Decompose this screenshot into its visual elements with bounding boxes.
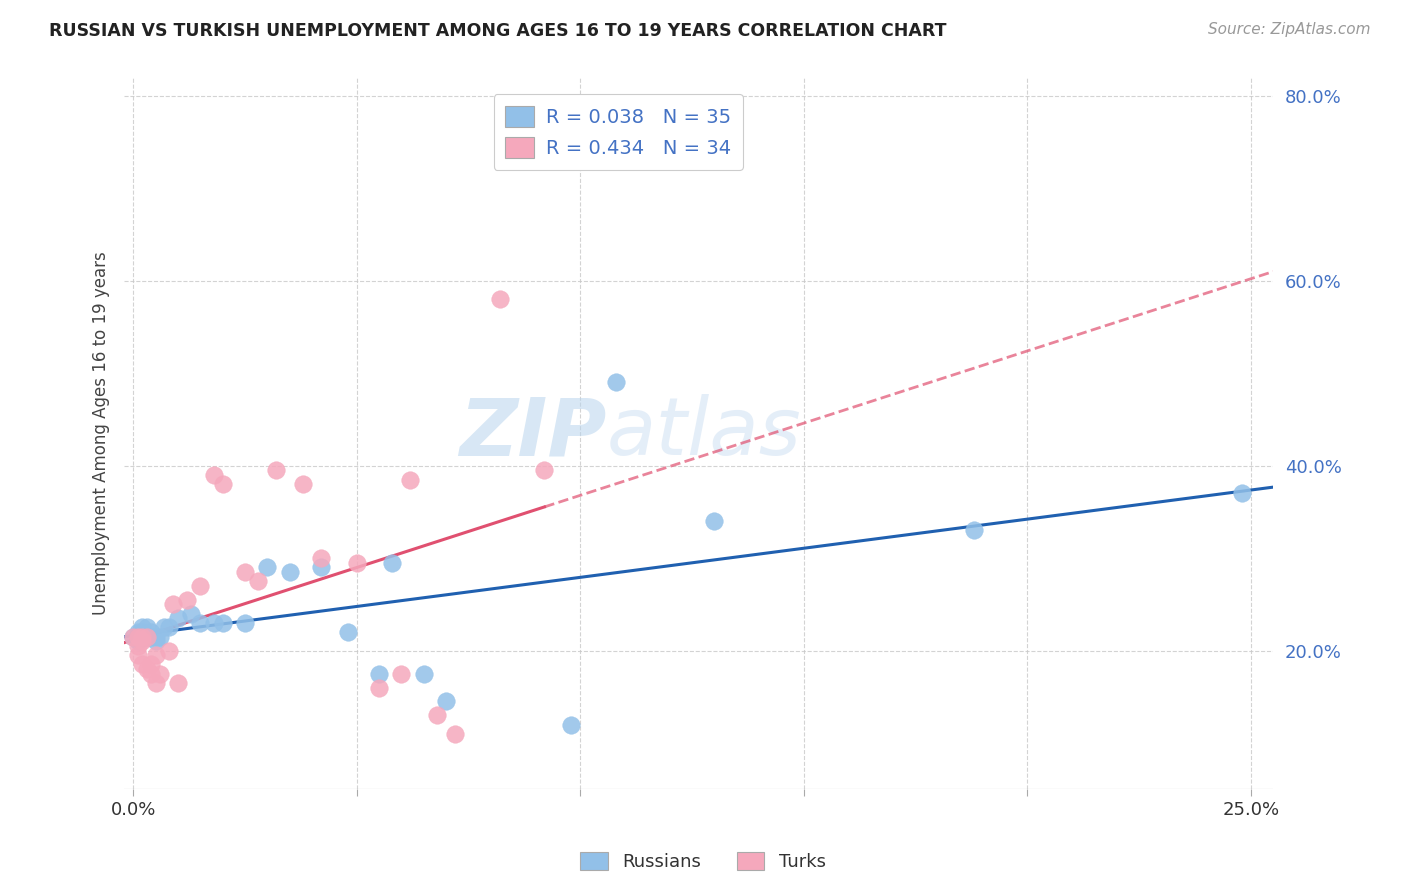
Point bbox=[247, 574, 270, 589]
Point bbox=[412, 666, 434, 681]
Point bbox=[127, 630, 149, 644]
Point bbox=[127, 625, 149, 640]
Point bbox=[434, 694, 457, 708]
Point bbox=[153, 620, 176, 634]
Point bbox=[149, 630, 172, 644]
Point bbox=[135, 630, 157, 644]
Text: atlas: atlas bbox=[607, 394, 801, 473]
Point bbox=[139, 666, 162, 681]
Point bbox=[292, 477, 315, 491]
Text: RUSSIAN VS TURKISH UNEMPLOYMENT AMONG AGES 16 TO 19 YEARS CORRELATION CHART: RUSSIAN VS TURKISH UNEMPLOYMENT AMONG AG… bbox=[49, 22, 946, 40]
Point bbox=[1230, 486, 1253, 500]
Point bbox=[202, 467, 225, 482]
Point bbox=[278, 565, 301, 579]
Point bbox=[127, 634, 149, 648]
Point bbox=[605, 376, 627, 390]
Point bbox=[399, 473, 422, 487]
Point bbox=[703, 514, 725, 528]
Y-axis label: Unemployment Among Ages 16 to 19 years: Unemployment Among Ages 16 to 19 years bbox=[93, 252, 110, 615]
Point bbox=[145, 648, 167, 663]
Point bbox=[127, 639, 149, 653]
Point bbox=[131, 630, 153, 644]
Point bbox=[381, 556, 404, 570]
Point bbox=[346, 556, 368, 570]
Point bbox=[444, 727, 467, 741]
Point bbox=[131, 657, 153, 672]
Point bbox=[211, 615, 233, 630]
Text: ZIP: ZIP bbox=[460, 394, 607, 473]
Point bbox=[264, 463, 287, 477]
Point bbox=[368, 681, 391, 695]
Point bbox=[533, 463, 555, 477]
Point bbox=[962, 524, 984, 538]
Point bbox=[145, 630, 167, 644]
Point bbox=[233, 565, 256, 579]
Point bbox=[309, 560, 332, 574]
Point bbox=[426, 708, 449, 723]
Point bbox=[122, 630, 145, 644]
Point bbox=[135, 630, 157, 644]
Point bbox=[127, 648, 149, 663]
Point bbox=[127, 630, 149, 644]
Text: Source: ZipAtlas.com: Source: ZipAtlas.com bbox=[1208, 22, 1371, 37]
Point bbox=[336, 625, 359, 640]
Point bbox=[488, 293, 510, 307]
Point bbox=[256, 560, 278, 574]
Point bbox=[389, 666, 412, 681]
Point bbox=[368, 666, 391, 681]
Point bbox=[167, 611, 190, 625]
Point bbox=[139, 657, 162, 672]
Point bbox=[145, 634, 167, 648]
Point bbox=[135, 662, 157, 676]
Point bbox=[162, 598, 184, 612]
Legend: R = 0.038   N = 35, R = 0.434   N = 34: R = 0.038 N = 35, R = 0.434 N = 34 bbox=[494, 95, 742, 169]
Point bbox=[131, 625, 153, 640]
Point bbox=[139, 630, 162, 644]
Point bbox=[145, 676, 167, 690]
Point bbox=[202, 615, 225, 630]
Point bbox=[188, 579, 211, 593]
Point bbox=[122, 630, 145, 644]
Point bbox=[167, 676, 190, 690]
Point bbox=[131, 620, 153, 634]
Point bbox=[188, 615, 211, 630]
Point bbox=[131, 634, 153, 648]
Point bbox=[135, 620, 157, 634]
Point bbox=[139, 625, 162, 640]
Point bbox=[131, 630, 153, 644]
Point bbox=[211, 477, 233, 491]
Point bbox=[176, 592, 198, 607]
Point bbox=[149, 666, 172, 681]
Point bbox=[560, 717, 582, 731]
Point bbox=[157, 620, 180, 634]
Legend: Russians, Turks: Russians, Turks bbox=[574, 845, 832, 879]
Point bbox=[309, 551, 332, 566]
Point bbox=[180, 607, 202, 621]
Point bbox=[157, 643, 180, 657]
Point bbox=[233, 615, 256, 630]
